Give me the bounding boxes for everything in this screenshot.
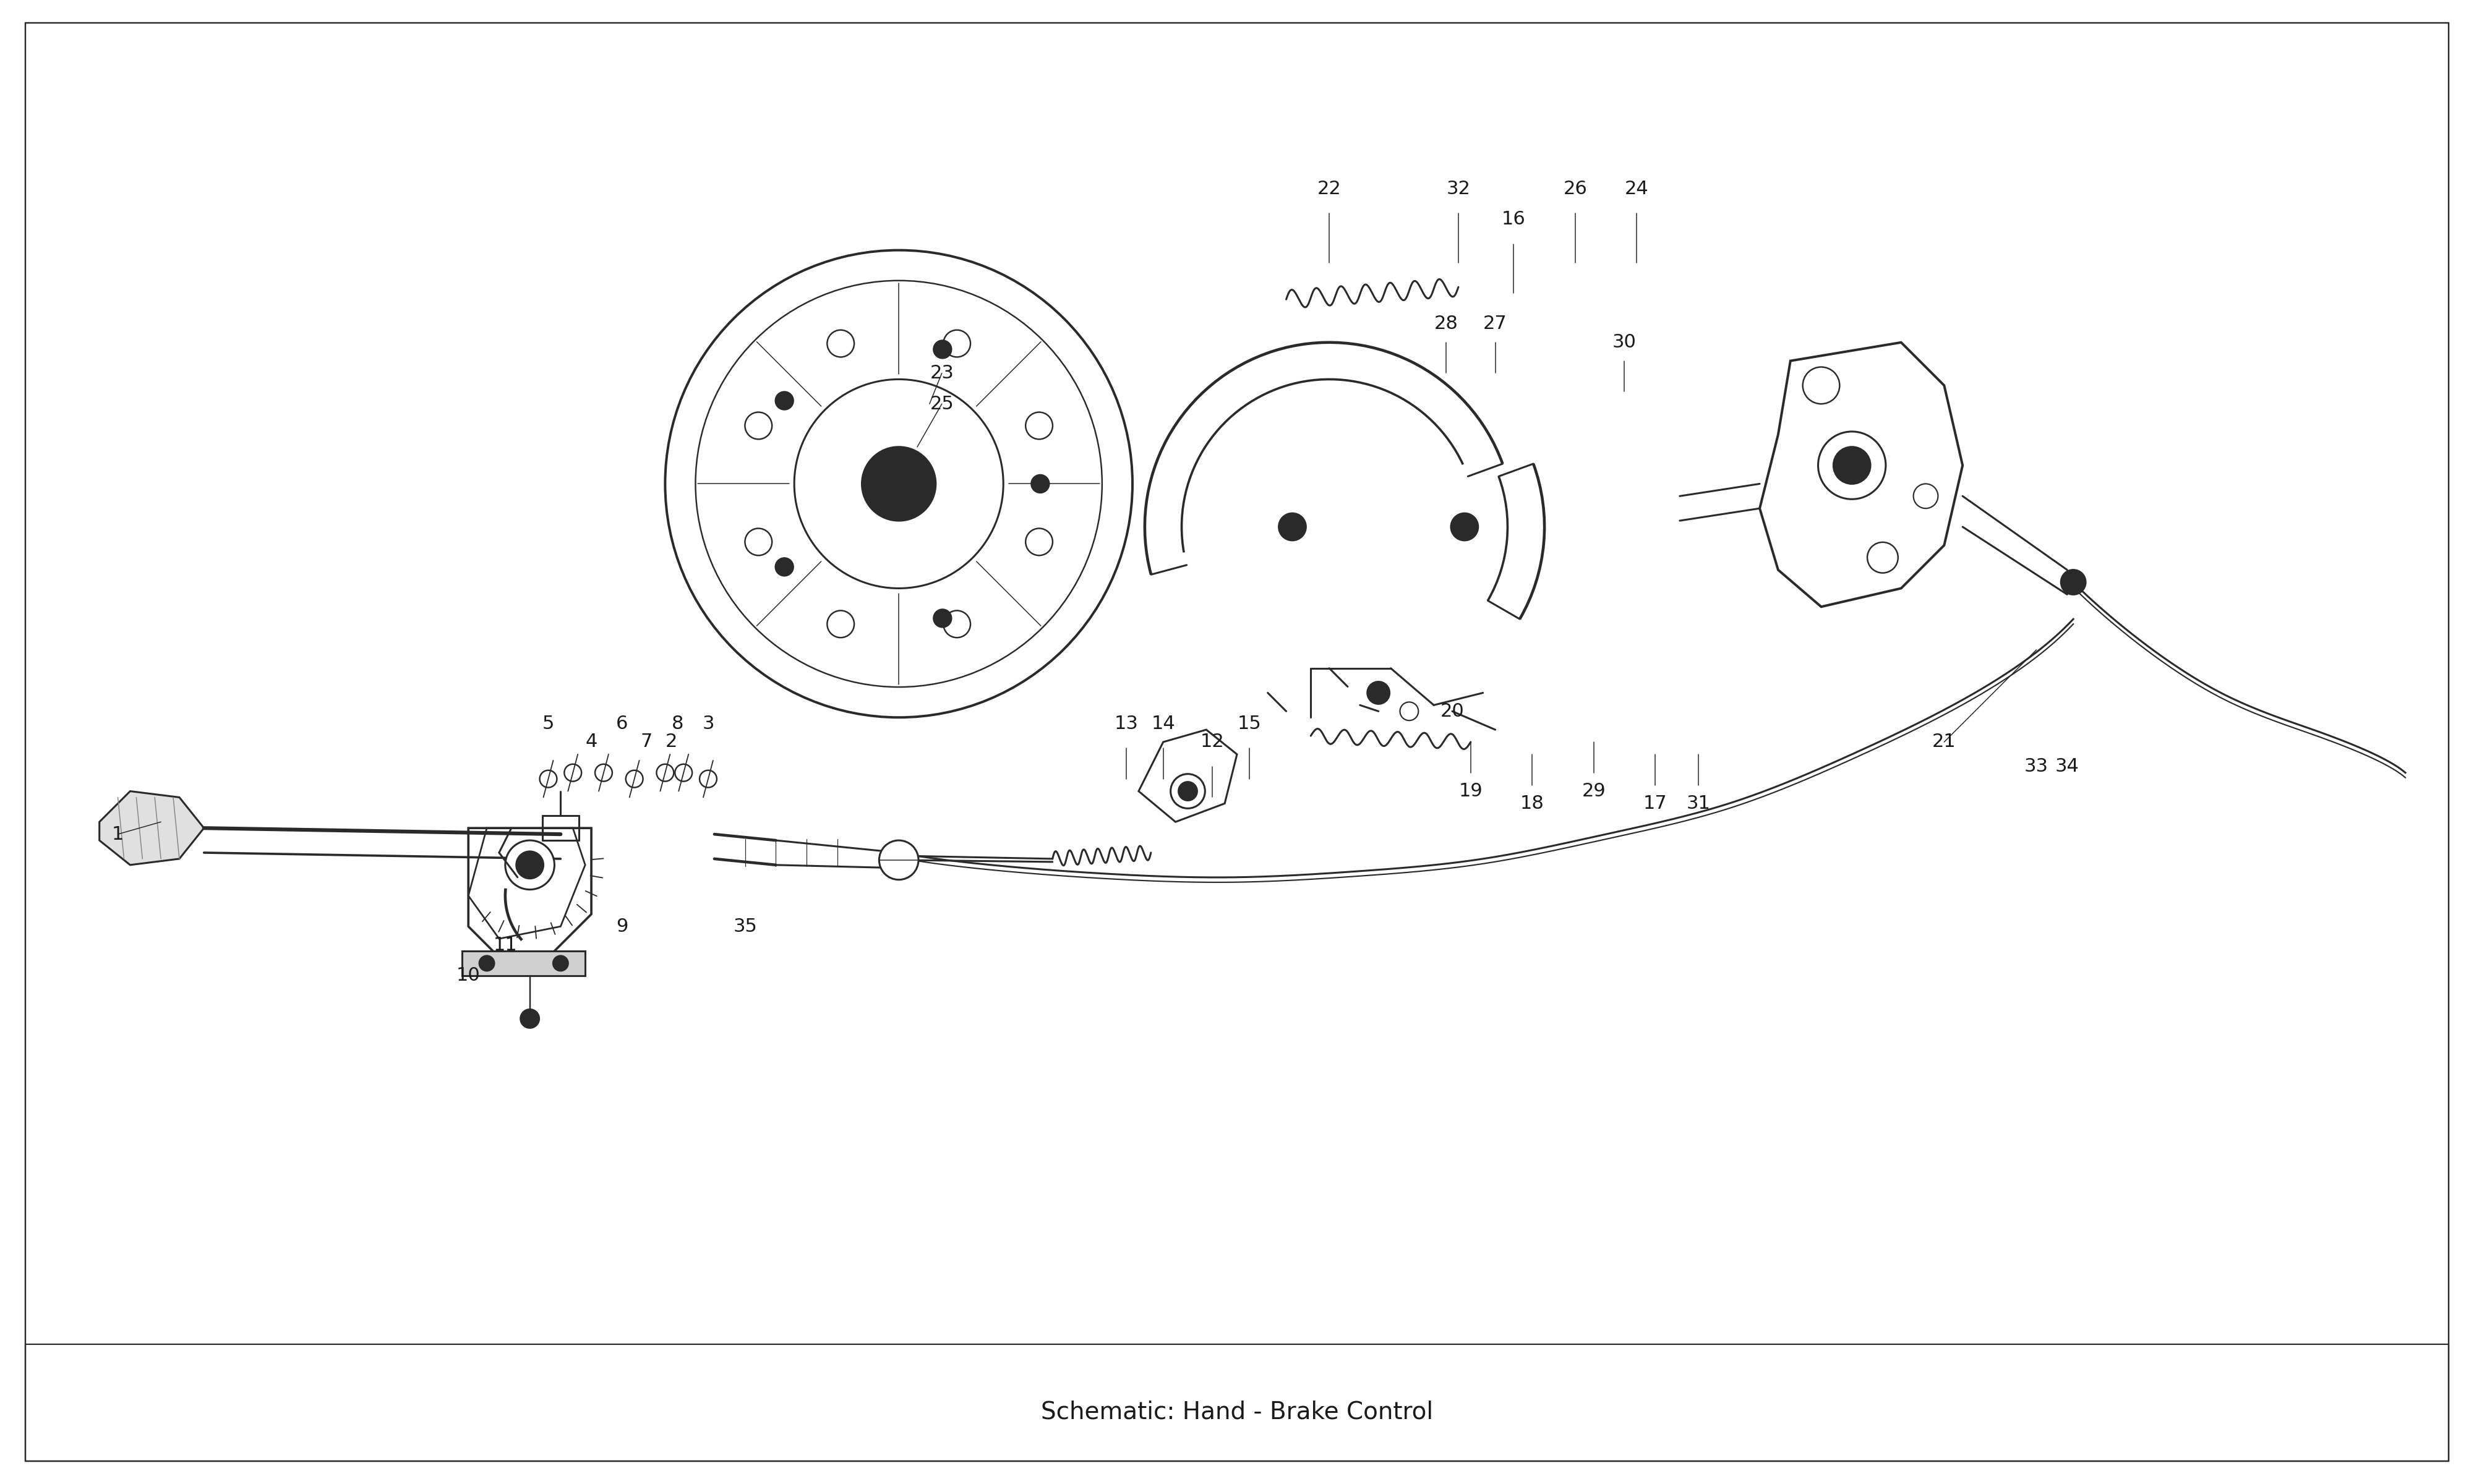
Text: 14: 14 <box>1150 715 1175 733</box>
Text: 5: 5 <box>542 715 554 733</box>
Text: 8: 8 <box>670 715 683 733</box>
Circle shape <box>554 956 569 971</box>
Circle shape <box>1178 782 1197 800</box>
Text: 2: 2 <box>666 733 678 751</box>
Text: 19: 19 <box>1460 782 1482 800</box>
Text: 29: 29 <box>1581 782 1606 800</box>
Circle shape <box>861 447 935 521</box>
Circle shape <box>1279 513 1306 540</box>
Circle shape <box>878 840 918 880</box>
Text: 15: 15 <box>1237 715 1262 733</box>
Text: 25: 25 <box>930 395 955 413</box>
Text: 16: 16 <box>1502 211 1526 229</box>
Text: 24: 24 <box>1625 180 1648 197</box>
Circle shape <box>520 1009 539 1028</box>
Text: 12: 12 <box>1200 733 1225 751</box>
Text: 20: 20 <box>1440 702 1465 720</box>
Text: 31: 31 <box>1687 794 1710 812</box>
Text: Schematic: Hand - Brake Control: Schematic: Hand - Brake Control <box>1042 1401 1432 1423</box>
Circle shape <box>774 392 794 410</box>
Text: 33: 33 <box>2024 758 2048 776</box>
Text: 1: 1 <box>111 825 124 843</box>
Text: 13: 13 <box>1113 715 1138 733</box>
Text: 7: 7 <box>641 733 653 751</box>
Text: 6: 6 <box>616 715 628 733</box>
Circle shape <box>933 340 952 359</box>
Text: 28: 28 <box>1435 315 1457 332</box>
Circle shape <box>505 840 554 889</box>
Text: 4: 4 <box>586 733 596 751</box>
Circle shape <box>1450 513 1477 540</box>
Text: 27: 27 <box>1484 315 1507 332</box>
Text: 10: 10 <box>455 966 480 984</box>
Text: 30: 30 <box>1613 334 1635 352</box>
Circle shape <box>1170 775 1205 809</box>
Text: 23: 23 <box>930 364 955 381</box>
Text: 32: 32 <box>1447 180 1470 197</box>
Text: 18: 18 <box>1519 794 1544 812</box>
Circle shape <box>1833 447 1870 484</box>
Text: 21: 21 <box>1932 733 1957 751</box>
Circle shape <box>774 558 794 576</box>
Circle shape <box>517 852 544 879</box>
Polygon shape <box>99 791 203 865</box>
Circle shape <box>933 608 952 628</box>
Circle shape <box>1032 475 1049 493</box>
Circle shape <box>480 956 495 971</box>
Text: 34: 34 <box>2056 758 2078 776</box>
Circle shape <box>1368 681 1390 703</box>
Text: 22: 22 <box>1316 180 1341 197</box>
Text: 26: 26 <box>1564 180 1588 197</box>
Text: 9: 9 <box>616 917 628 935</box>
Text: 35: 35 <box>732 917 757 935</box>
Circle shape <box>2061 570 2086 595</box>
Text: 11: 11 <box>492 936 517 954</box>
Polygon shape <box>463 951 586 975</box>
Text: 17: 17 <box>1643 794 1667 812</box>
Text: 3: 3 <box>703 715 715 733</box>
